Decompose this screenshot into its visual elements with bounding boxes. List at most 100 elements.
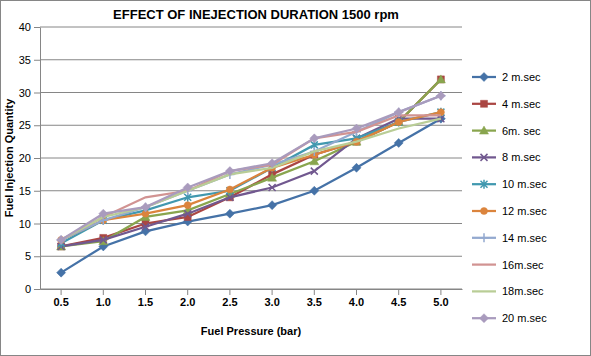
series-line [61,96,441,240]
y-tick: 35 [19,54,40,66]
series [58,115,445,250]
chart-frame [1,1,591,356]
x-tick: 1.0 [96,289,111,308]
series [57,91,446,244]
series [58,109,445,244]
x-tick-mark [145,289,146,295]
title: EFFECT OF INEJECTION DURATION 1500 rpm [113,7,399,22]
y-tick-mark [34,125,40,126]
series-marker [226,186,233,193]
series-marker [57,268,66,277]
legend-item: 14 m.sec [472,232,547,244]
y-tick-mark [34,191,40,192]
plot: 05101520253035400.51.01.52.02.53.03.54.0… [19,21,463,308]
legend-label: 16m.sec [502,259,544,271]
series-marker [141,203,150,212]
series-marker [57,235,66,244]
legend-item: 8 m.sec [472,151,541,163]
series-line [61,119,441,273]
legend-item: 10 m.sec [472,178,547,190]
series-line [61,96,441,240]
x-tick: 3.5 [307,289,322,308]
series-line [61,119,441,247]
y-tick-label: 40 [19,21,31,33]
series-marker [269,184,276,191]
legend-item: 18m.sec [472,285,544,297]
y-tick-label: 20 [19,152,31,164]
y-tick: 10 [19,218,40,230]
series-marker [394,108,403,117]
series-marker [99,209,108,218]
legend-line [472,263,496,265]
legend-item: 6m. sec [472,125,541,137]
series-marker [437,76,444,83]
legend-label: 18m.sec [502,285,544,297]
x-tick-label: 3.0 [264,296,279,308]
grid-line [40,27,462,28]
series-marker [142,223,149,230]
series-marker [395,118,402,125]
series-marker [395,118,402,125]
y-tick-mark [34,224,40,225]
y-tick-mark [34,158,40,159]
series-line [61,79,441,246]
x-tick-mark [272,289,273,295]
grid-line [40,158,462,159]
legend-line [472,290,496,292]
x-tick: 5.0 [433,289,448,308]
series-marker [268,201,277,210]
legend-label: 8 m.sec [502,151,541,163]
x-tick-mark [356,289,357,295]
legend-marker [480,314,489,323]
series [57,75,446,250]
series-marker [183,183,192,192]
legend-label: 12 m.sec [502,205,547,217]
legend-label: 14 m.sec [502,232,547,244]
y-tick-mark [34,289,40,290]
legend-item: 12 m.sec [472,205,547,217]
grid-line [40,92,462,93]
x-tick: 3.0 [264,289,279,308]
y-tick-label: 35 [19,54,31,66]
legend-label: 10 m.sec [502,178,547,190]
legend-marker [481,208,488,215]
x-tick: 2.0 [180,289,195,308]
series-marker [141,203,150,212]
y-axis-line [40,28,41,290]
legend-item: 16m.sec [472,259,544,271]
y-axis-title: Fuel Injection Quantity [3,98,15,217]
y-tick: 5 [25,250,40,262]
legend-label: 6m. sec [502,125,541,137]
grid-line [40,190,462,191]
legend-marker [481,180,488,189]
series [61,119,441,240]
x-tick-label: 4.0 [349,296,364,308]
series-marker [225,209,234,218]
x-axis-title: Fuel Pressure (bar) [201,325,302,337]
x-tick-mark [398,289,399,295]
y-tick-label: 25 [19,119,31,131]
y-tick: 30 [19,87,40,99]
y-axis: 0 5 10 15 20 25 30 35 40 [19,21,41,295]
series-marker [352,163,361,172]
legend-item: 4 m.sec [472,98,541,110]
series-marker [352,124,361,133]
grid-line [40,256,462,257]
x-tick-label: 5.0 [433,296,448,308]
series [58,108,445,248]
series-marker [394,138,403,147]
series-marker [310,134,319,143]
series-group [57,75,446,277]
series [61,115,441,239]
y-tick-mark [34,256,40,257]
y-tick-mark [34,93,40,94]
x-tick-mark [187,289,188,295]
legend: 2 m.sec4 m.sec6m. sec8 m.sec10 m.sec12 m… [472,71,547,324]
legend-marker [480,126,489,134]
y-tick-label: 5 [25,250,31,262]
y-tick: 15 [19,185,40,197]
series-marker [311,168,318,175]
y-tick-label: 0 [25,283,31,295]
chart: 05101520253035400.51.01.52.02.53.03.54.0… [0,0,591,356]
legend-label: 4 m.sec [502,98,541,110]
